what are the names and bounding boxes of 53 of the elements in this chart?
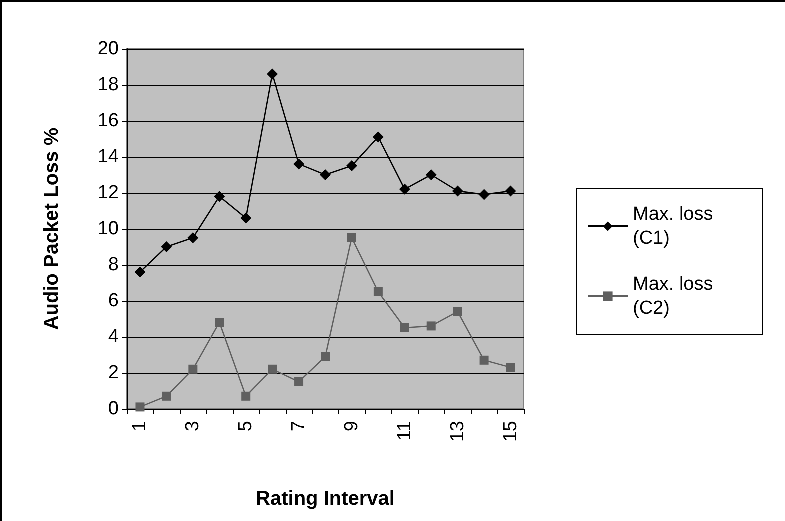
point — [268, 364, 278, 374]
x-tick-label: 7 — [288, 421, 310, 432]
point — [347, 234, 356, 242]
point — [506, 363, 516, 372]
point — [134, 266, 146, 278]
y-tick-label: 14 — [98, 146, 120, 168]
point — [294, 378, 304, 386]
point — [480, 356, 489, 365]
point — [321, 352, 330, 362]
y-tick-label: 2 — [108, 362, 119, 384]
point — [372, 132, 384, 143]
point — [346, 160, 358, 172]
x-tick-label: 9 — [341, 421, 362, 432]
point — [426, 170, 437, 180]
x-axis-title: Rating Interval — [256, 488, 395, 510]
point — [162, 392, 172, 401]
x-tick-label: 5 — [236, 421, 257, 432]
point — [188, 232, 199, 244]
x-tick-label: 11 — [394, 421, 416, 441]
x-tick-label: 15 — [500, 421, 522, 442]
x-tick-label: 3 — [182, 421, 204, 432]
point — [267, 68, 278, 80]
y-tick-label: 20 — [98, 38, 119, 60]
point — [240, 212, 252, 224]
point — [478, 189, 490, 200]
point — [215, 318, 224, 328]
point — [136, 402, 145, 412]
legend-label: Max. loss (C1) — [633, 204, 719, 249]
y-tick-label: 0 — [108, 398, 119, 420]
y-tick-label: 10 — [98, 218, 119, 240]
point — [188, 364, 198, 374]
point — [400, 324, 410, 332]
legend-label: Max. loss (C2) — [633, 274, 719, 319]
point — [505, 186, 516, 197]
x-tick-label: 13 — [447, 421, 468, 442]
point — [452, 186, 464, 197]
x-tick-label: 1 — [130, 421, 151, 432]
y-tick-label: 4 — [108, 326, 120, 348]
y-axis-title: Audio Packet Loss % — [41, 128, 63, 330]
point — [214, 191, 226, 202]
y-tick-label: 8 — [108, 254, 119, 276]
y-tick-label: 18 — [98, 74, 119, 96]
point — [426, 322, 436, 331]
point — [294, 158, 305, 170]
y-tick-label: 12 — [98, 182, 119, 204]
y-tick-label: 6 — [108, 290, 119, 312]
point — [399, 184, 410, 195]
point — [320, 170, 331, 180]
point — [242, 392, 251, 401]
point — [374, 288, 383, 296]
y-tick-label: 16 — [98, 110, 119, 132]
point — [453, 307, 462, 316]
point — [161, 242, 172, 252]
